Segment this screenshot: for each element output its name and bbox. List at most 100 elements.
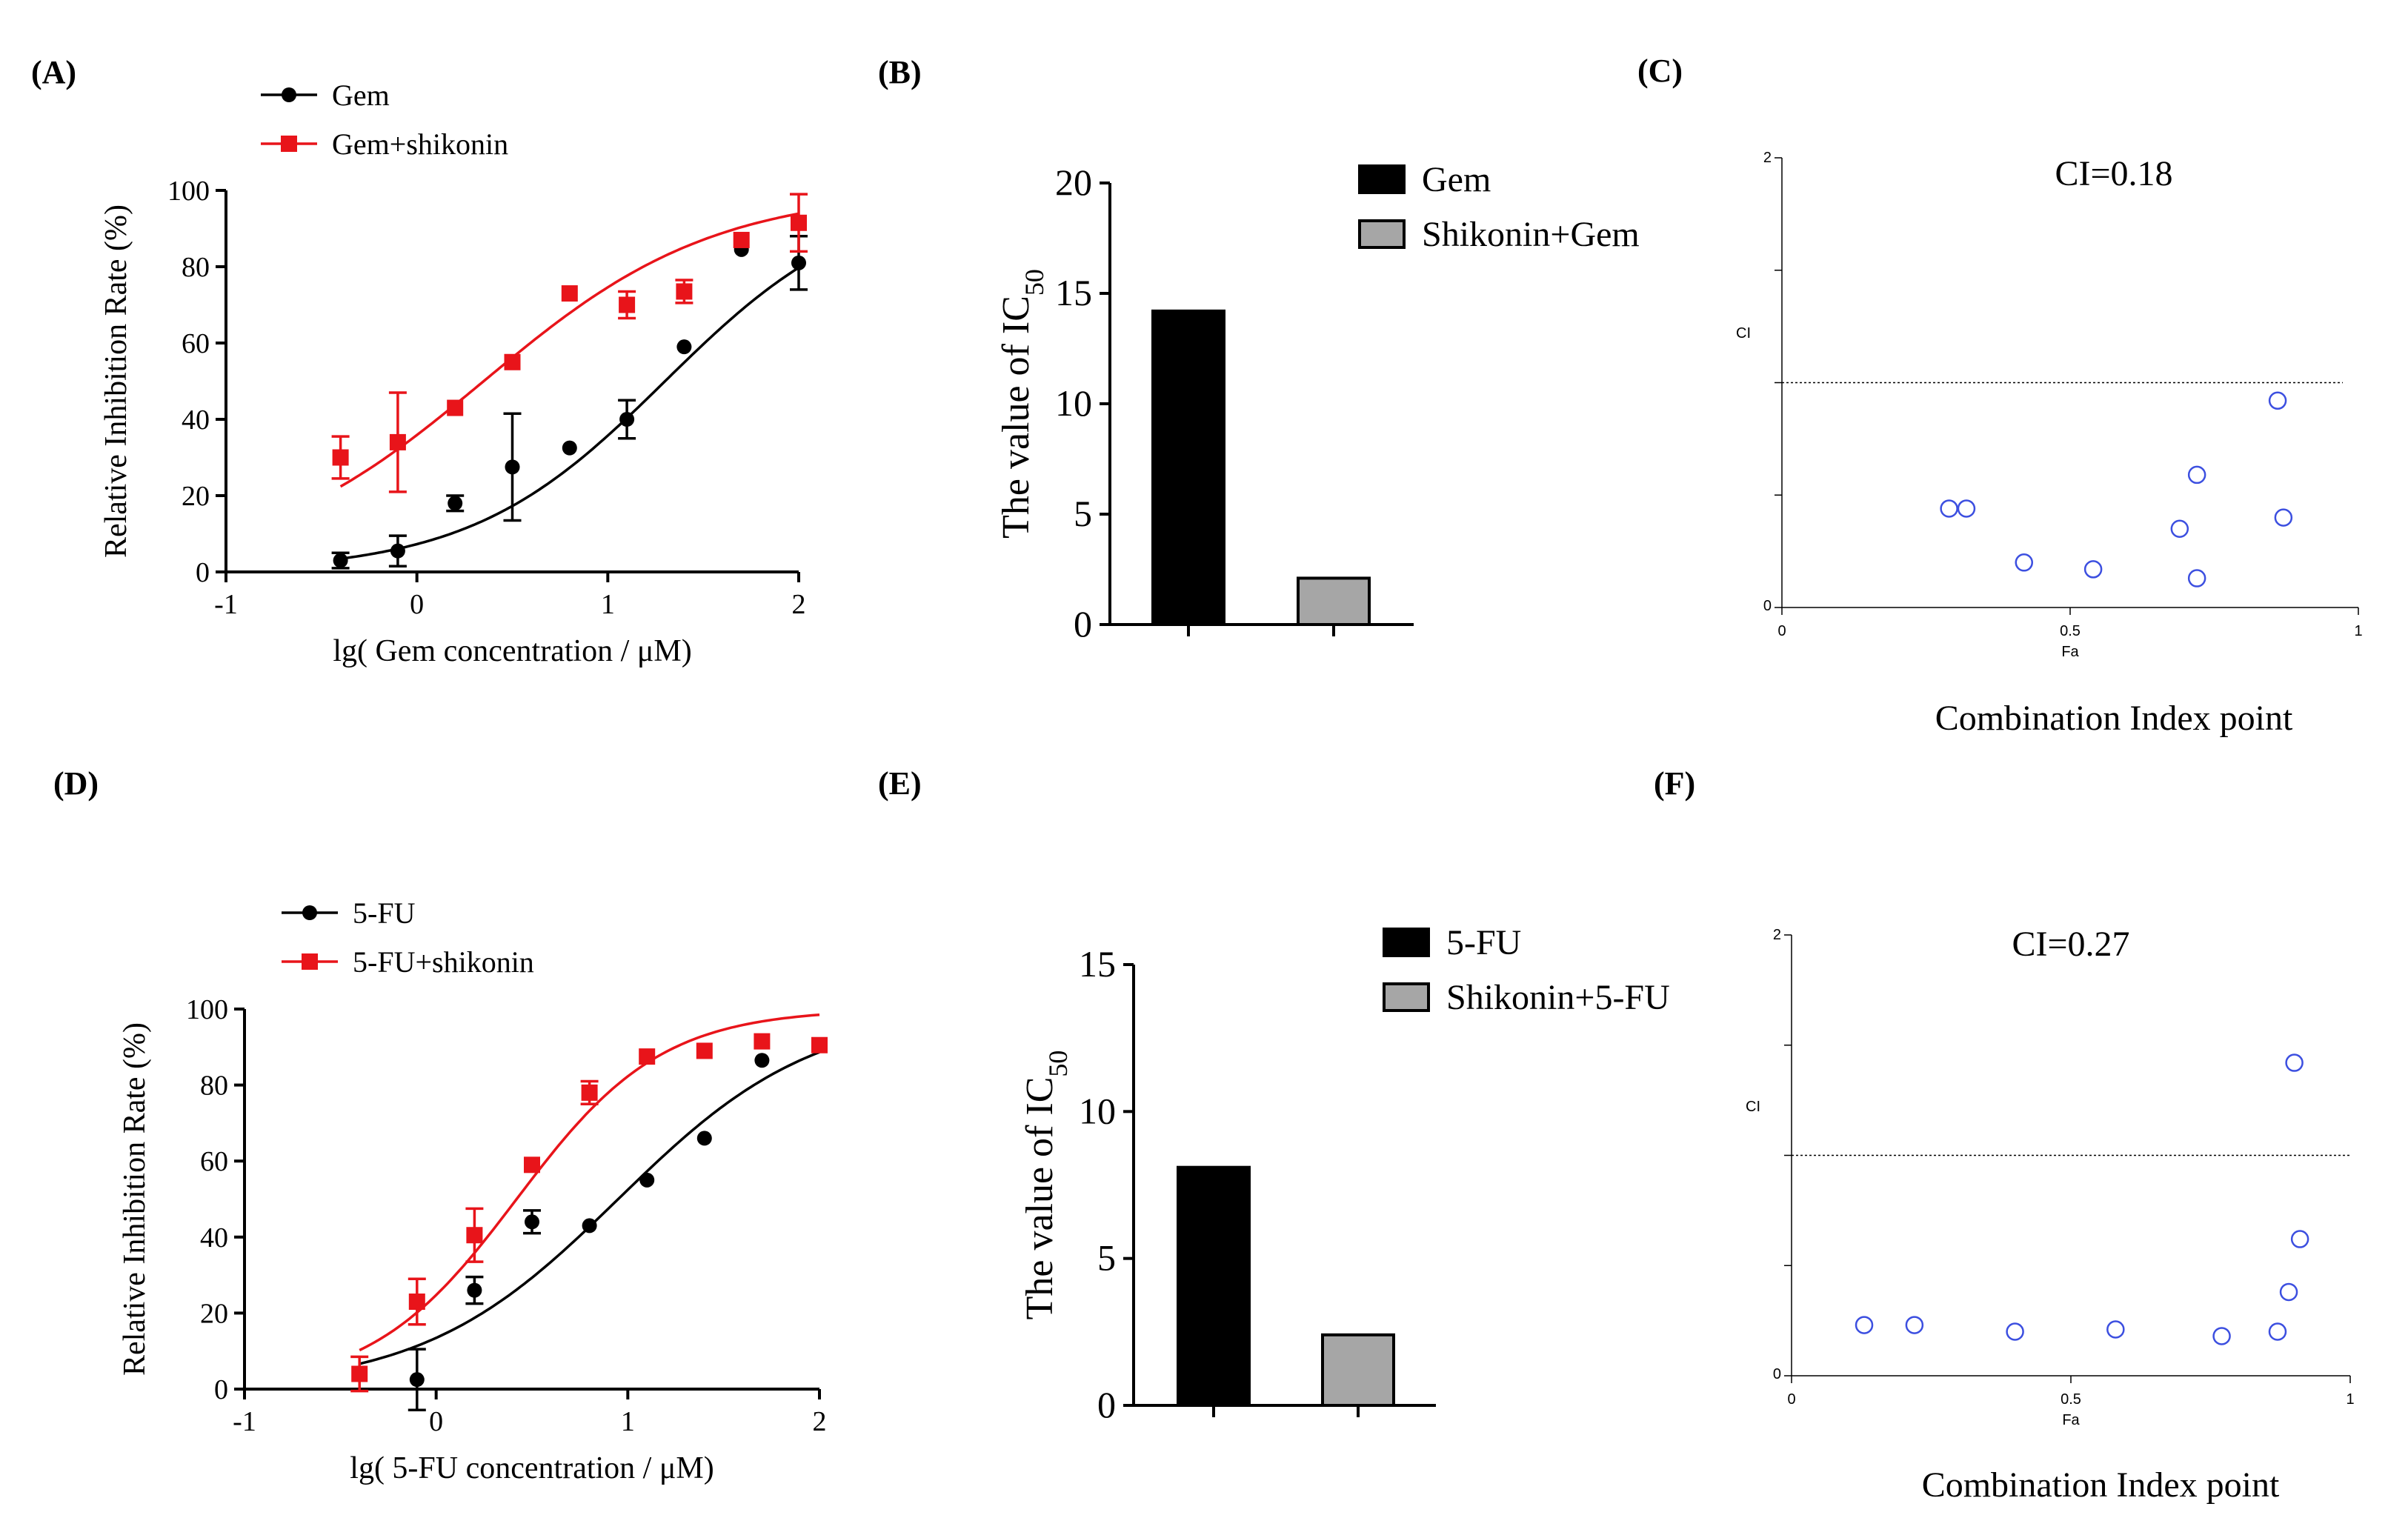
legend-swatch [1383,982,1430,1012]
ic50-bar-chart-5fu: 0 5 10 15 5-FU Shikonin+5-FU The value of IC50 [1019,923,1670,1425]
panel-label-b: (B) [878,54,922,90]
y-tick-label: 80 [200,1071,228,1102]
y-tick-label: 20 [182,481,210,512]
ci-point [2187,465,2206,485]
y-tick-label: 20 [1055,162,1092,203]
legend-label: Shikonin+5-FU [1446,978,1670,1017]
data-point [581,1084,598,1101]
y-tick-label: 15 [1079,943,1116,985]
data-point [676,283,693,300]
x-tick-label: 0.5 [2060,623,2081,639]
data-point [619,412,635,427]
data-point [733,231,750,248]
y-tick-label: 100 [186,994,228,1025]
ci-point [2083,560,2103,579]
ic50-bar-chart-gem: 0 5 10 15 20 Gem Shikonin+Gem The value of IC50 [995,160,1640,645]
ci-point [1905,1316,1924,1334]
y-tick-label: 60 [182,328,210,359]
y-axis-label-subscript: 50 [1020,269,1049,296]
x-tick-label: 1 [2354,623,2362,639]
y-tick-label: 0 [1763,598,1772,614]
y-tick-label: 0 [1773,1366,1781,1382]
data-point [754,1053,770,1068]
y-tick-label: 0 [1097,1384,1116,1425]
panel-label-f: (F) [1654,765,1695,802]
x-tick-label: 1 [621,1406,635,1437]
y-tick-label: 60 [200,1146,228,1177]
data-point [561,285,578,302]
ci-plot-gem: 0 0.5 1 0 2 CI Fa CI=0.18 Combination Index poin… [1736,150,2363,738]
legend-swatch [1358,219,1406,249]
fit-curve-single [340,266,799,560]
ci-point [2285,1053,2304,1072]
legend-label: Gem [1422,160,1491,199]
data-point [525,1214,539,1230]
x-tick-label: 0 [1777,623,1786,639]
data-point [332,449,349,466]
ci-point [1855,1316,1874,1334]
ci-point [2170,519,2189,539]
ci-point [2015,553,2034,572]
data-point [467,1282,482,1298]
y-tick-label: 2 [1763,150,1772,166]
panel-label-a: (A) [31,54,76,90]
fit-curve-combo [359,1013,820,1352]
data-point [351,1365,368,1382]
y-tick-label: 100 [167,176,210,207]
y-axis-label: Relative Inhibition Rate (%) [118,1022,152,1376]
data-point [448,496,463,511]
data-point [811,1036,828,1053]
ci-point [2274,508,2293,527]
legend-label: 5-FU [353,896,416,930]
ci-point [1940,499,1958,518]
y-tick-label: 0 [196,557,210,588]
x-axis-label: Fa [2061,644,2079,660]
x-tick-label: 1 [2346,1391,2354,1408]
bar-single [1177,1165,1251,1407]
data-point [466,1227,483,1244]
ci-point [2212,1327,2231,1345]
legend-marker [282,87,296,102]
y-tick-label: 10 [1055,382,1092,424]
y-tick-label: 15 [1055,272,1092,313]
ci-point [2268,1322,2287,1341]
data-point [447,399,464,416]
bar-combination [1297,576,1371,626]
data-point [639,1172,655,1188]
data-point [754,1033,771,1050]
x-tick-label: 0.5 [2061,1391,2081,1408]
data-point [390,543,405,559]
ci-annotation: CI=0.18 [2055,154,2172,193]
panel-caption: Combination Index point [1922,1465,2280,1505]
data-point [619,296,636,313]
y-tick-label: 0 [1074,603,1092,645]
fit-curve-combo [339,212,799,488]
y-axis-label: The value of IC50 [1019,1051,1073,1320]
data-point [505,459,520,475]
legend-label: 5-FU [1446,923,1521,962]
data-point [409,1372,425,1388]
y-axis-label-subscript: 50 [1043,1051,1073,1077]
data-point [408,1294,425,1311]
data-point [791,255,806,270]
y-tick-label: 2 [1773,927,1781,943]
x-tick-label: 2 [792,589,806,620]
x-axis-label: lg( Gem concentration / μM) [333,634,691,668]
ci-point [2187,569,2206,587]
legend-label: Gem [332,79,390,112]
legend-label: Shikonin+Gem [1422,215,1640,254]
y-axis-label: The value of IC50 [995,269,1049,539]
legend-swatch [1383,928,1430,957]
y-axis-label: Relative Inhibition Rate (%) [99,204,133,558]
panel-caption: Combination Index point [1935,699,2293,738]
data-point [333,553,348,568]
data-point [562,440,577,456]
panel-label-c: (C) [1637,53,1683,89]
data-point [791,214,807,231]
data-point [524,1156,540,1174]
bar-single [1151,309,1225,626]
y-tick-label: 0 [214,1374,228,1405]
ci-annotation: CI=0.27 [2012,925,2129,964]
legend-label: 5-FU+shikonin [353,945,534,979]
